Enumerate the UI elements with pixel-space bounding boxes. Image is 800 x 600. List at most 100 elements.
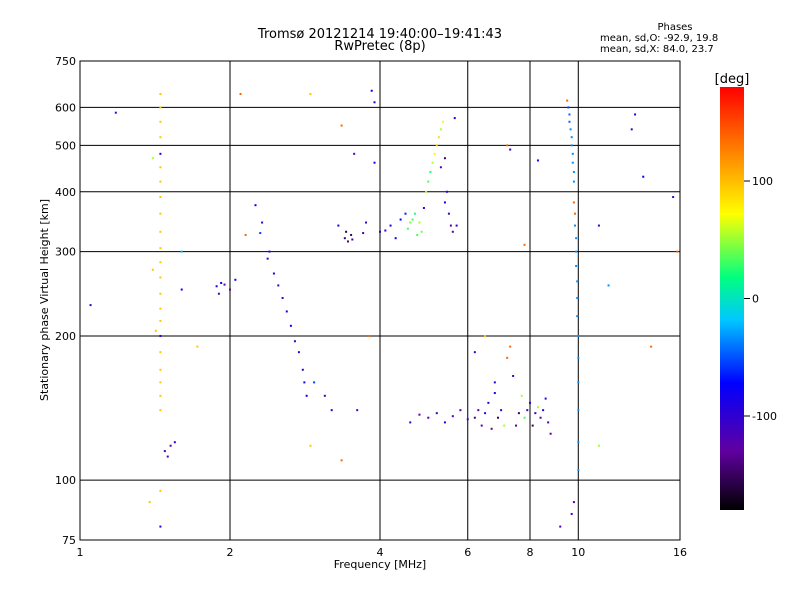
data-point <box>597 444 600 447</box>
data-point <box>268 250 271 253</box>
data-point <box>441 120 444 123</box>
data-point <box>506 144 509 147</box>
data-point <box>159 489 162 492</box>
data-point <box>487 401 490 404</box>
data-point <box>272 272 275 275</box>
data-point <box>356 409 359 412</box>
data-point <box>373 101 376 104</box>
x-tick-label: 16 <box>673 546 687 559</box>
x-tick-label: 4 <box>377 546 384 559</box>
data-point <box>672 196 675 199</box>
x-tick-label: 10 <box>571 546 585 559</box>
data-point <box>229 288 231 291</box>
x-tick-label: 2 <box>227 546 234 559</box>
data-point <box>634 113 637 116</box>
stats-line-o: mean, sd,O: -92.9, 19.8 <box>600 33 719 44</box>
data-point <box>509 345 512 348</box>
data-point <box>239 92 242 95</box>
data-point <box>217 292 220 295</box>
data-point <box>509 148 512 151</box>
data-point <box>159 120 162 123</box>
data-point <box>413 212 416 215</box>
data-point <box>570 136 573 139</box>
data-point <box>459 409 462 412</box>
data-point <box>650 345 653 348</box>
data-point <box>435 412 438 415</box>
chart-subtitle: RwPretec (8p) <box>334 39 426 54</box>
data-point <box>340 459 343 462</box>
data-point <box>277 284 280 287</box>
data-point <box>159 276 162 279</box>
data-point <box>159 409 162 412</box>
data-point <box>570 144 573 147</box>
data-point <box>330 409 333 412</box>
data-point <box>303 381 306 384</box>
grid-lines <box>80 61 680 540</box>
data-point <box>406 227 409 230</box>
data-point <box>365 221 368 224</box>
data-point <box>473 416 476 419</box>
data-point <box>571 161 574 164</box>
data-point <box>572 170 575 173</box>
data-point <box>394 237 397 240</box>
y-tick-label: 300 <box>55 246 76 259</box>
data-point <box>566 99 569 102</box>
data-point <box>425 190 428 193</box>
data-point <box>180 288 183 291</box>
x-tick-label: 6 <box>464 546 471 559</box>
data-point <box>159 166 162 169</box>
data-point <box>159 247 162 250</box>
data-point <box>223 283 226 286</box>
data-point <box>577 469 580 472</box>
data-point <box>427 416 430 419</box>
data-point <box>443 201 446 204</box>
data-point <box>568 120 571 123</box>
data-point <box>159 319 162 322</box>
y-axis-label: Stationary phase Virtual Height [km] <box>38 199 51 401</box>
data-point <box>281 297 284 300</box>
data-point <box>453 117 456 120</box>
data-point <box>445 190 448 193</box>
data-point <box>536 159 539 162</box>
data-point <box>500 409 503 412</box>
data-point <box>266 257 269 260</box>
data-point <box>559 525 562 528</box>
data-point <box>261 221 264 224</box>
data-point <box>409 221 412 224</box>
data-point <box>89 304 92 307</box>
data-point <box>676 250 679 253</box>
y-tick-label: 500 <box>55 139 76 152</box>
data-point <box>427 180 430 183</box>
y-tick-label: 750 <box>55 55 76 68</box>
data-point <box>289 324 292 327</box>
colorbar <box>720 87 744 510</box>
data-point <box>429 170 432 173</box>
data-point <box>506 356 509 359</box>
data-point <box>496 416 499 419</box>
data-point <box>539 416 542 419</box>
colorbar-label: [deg] <box>715 72 750 87</box>
data-point <box>575 264 578 267</box>
data-point <box>259 232 262 235</box>
data-point <box>577 381 580 384</box>
data-point <box>154 329 157 332</box>
data-point <box>159 180 162 183</box>
data-point <box>575 250 578 253</box>
data-point <box>159 334 162 337</box>
data-point <box>309 444 312 447</box>
data-point <box>159 261 162 264</box>
data-point <box>370 89 373 92</box>
data-point <box>351 238 354 241</box>
data-point <box>418 221 421 224</box>
data-point <box>517 412 520 415</box>
data-point <box>630 128 633 131</box>
data-point <box>285 310 288 313</box>
data-point <box>493 392 496 395</box>
data-point <box>477 409 480 412</box>
data-point <box>173 441 176 444</box>
data-point <box>536 406 539 409</box>
data-point <box>480 424 483 427</box>
data-point <box>512 374 515 377</box>
data-point <box>529 401 531 404</box>
data-point <box>159 307 162 310</box>
